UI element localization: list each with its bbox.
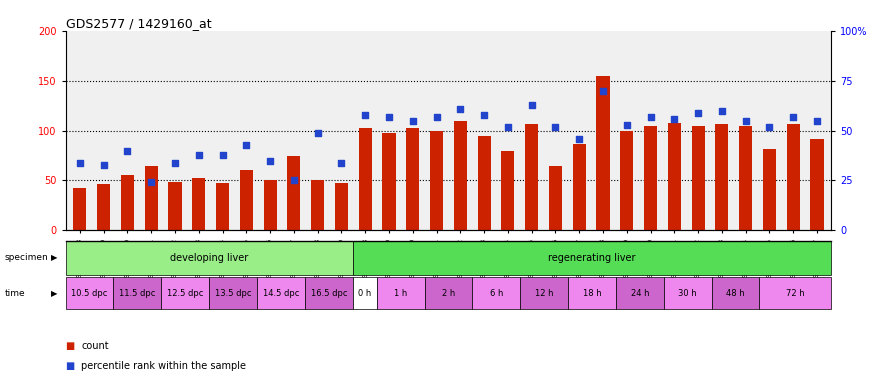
Text: ■: ■: [66, 341, 75, 351]
Point: [311, 129, 325, 136]
Point: [192, 151, 206, 157]
Point: [477, 111, 491, 118]
Point: [168, 159, 182, 166]
Point: [762, 124, 776, 130]
Bar: [668, 122, 681, 230]
Bar: [739, 126, 752, 230]
Bar: [787, 124, 800, 230]
Point: [525, 101, 539, 108]
Point: [453, 106, 467, 112]
Text: 16.5 dpc: 16.5 dpc: [311, 289, 347, 298]
Bar: [216, 184, 229, 230]
Text: 12.5 dpc: 12.5 dpc: [167, 289, 204, 298]
Text: 13.5 dpc: 13.5 dpc: [215, 289, 251, 298]
Text: 0 h: 0 h: [358, 289, 371, 298]
Bar: [572, 144, 585, 230]
Bar: [454, 121, 467, 230]
Bar: [359, 127, 372, 230]
Point: [263, 157, 277, 164]
Bar: [121, 175, 134, 230]
Bar: [501, 151, 514, 230]
Text: 72 h: 72 h: [786, 289, 805, 298]
Text: percentile rank within the sample: percentile rank within the sample: [81, 361, 247, 371]
Point: [121, 147, 135, 154]
Bar: [312, 180, 325, 230]
Text: time: time: [4, 289, 25, 298]
Bar: [97, 184, 110, 230]
Text: 6 h: 6 h: [490, 289, 503, 298]
Bar: [597, 76, 610, 230]
Bar: [525, 124, 538, 230]
Bar: [263, 180, 276, 230]
Bar: [430, 131, 443, 230]
Bar: [620, 131, 634, 230]
Bar: [240, 170, 253, 230]
Point: [240, 141, 254, 147]
Point: [287, 177, 301, 184]
Point: [500, 124, 514, 130]
Bar: [192, 179, 206, 230]
Point: [406, 118, 420, 124]
Bar: [549, 166, 562, 230]
Bar: [716, 124, 728, 230]
Point: [715, 108, 729, 114]
Point: [691, 109, 705, 116]
Point: [549, 124, 563, 130]
Point: [738, 118, 752, 124]
Point: [96, 161, 110, 167]
Bar: [335, 184, 348, 230]
Point: [144, 179, 158, 185]
Text: ▶: ▶: [51, 289, 57, 298]
Bar: [644, 126, 657, 230]
Point: [430, 114, 444, 120]
Text: specimen: specimen: [4, 253, 48, 262]
Bar: [810, 139, 823, 230]
Text: ■: ■: [66, 361, 75, 371]
Text: developing liver: developing liver: [170, 253, 248, 263]
Point: [572, 136, 586, 142]
Point: [73, 159, 87, 166]
Bar: [169, 182, 181, 230]
Bar: [74, 189, 87, 230]
Text: count: count: [81, 341, 109, 351]
Text: 12 h: 12 h: [535, 289, 553, 298]
Point: [358, 111, 372, 118]
Text: 10.5 dpc: 10.5 dpc: [72, 289, 108, 298]
Bar: [287, 156, 300, 230]
Text: GDS2577 / 1429160_at: GDS2577 / 1429160_at: [66, 17, 211, 30]
Text: 11.5 dpc: 11.5 dpc: [119, 289, 156, 298]
Bar: [144, 166, 158, 230]
Point: [787, 114, 801, 120]
Text: 2 h: 2 h: [442, 289, 455, 298]
Point: [620, 121, 634, 127]
Bar: [478, 136, 491, 230]
Point: [643, 114, 657, 120]
Text: 24 h: 24 h: [631, 289, 649, 298]
Point: [668, 116, 682, 122]
Point: [334, 159, 348, 166]
Bar: [763, 149, 776, 230]
Point: [596, 88, 610, 94]
Point: [382, 114, 396, 120]
Bar: [382, 132, 396, 230]
Text: 14.5 dpc: 14.5 dpc: [262, 289, 299, 298]
Point: [215, 151, 229, 157]
Text: ▶: ▶: [51, 253, 57, 262]
Text: 18 h: 18 h: [583, 289, 601, 298]
Text: 1 h: 1 h: [394, 289, 407, 298]
Bar: [691, 126, 704, 230]
Point: [810, 118, 824, 124]
Text: regenerating liver: regenerating liver: [549, 253, 636, 263]
Text: 30 h: 30 h: [678, 289, 697, 298]
Text: 48 h: 48 h: [726, 289, 745, 298]
Bar: [406, 127, 419, 230]
